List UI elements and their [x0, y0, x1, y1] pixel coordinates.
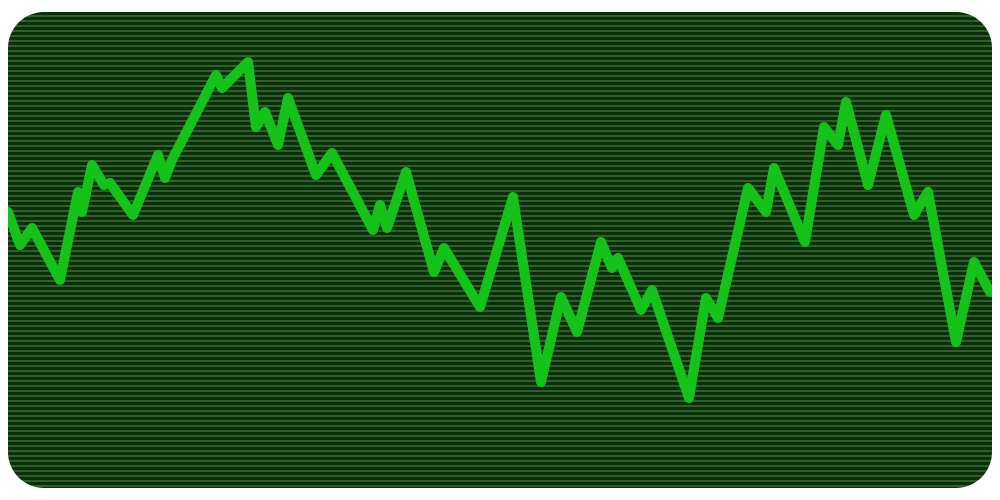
plot-area — [8, 57, 992, 403]
line-series — [8, 57, 992, 403]
